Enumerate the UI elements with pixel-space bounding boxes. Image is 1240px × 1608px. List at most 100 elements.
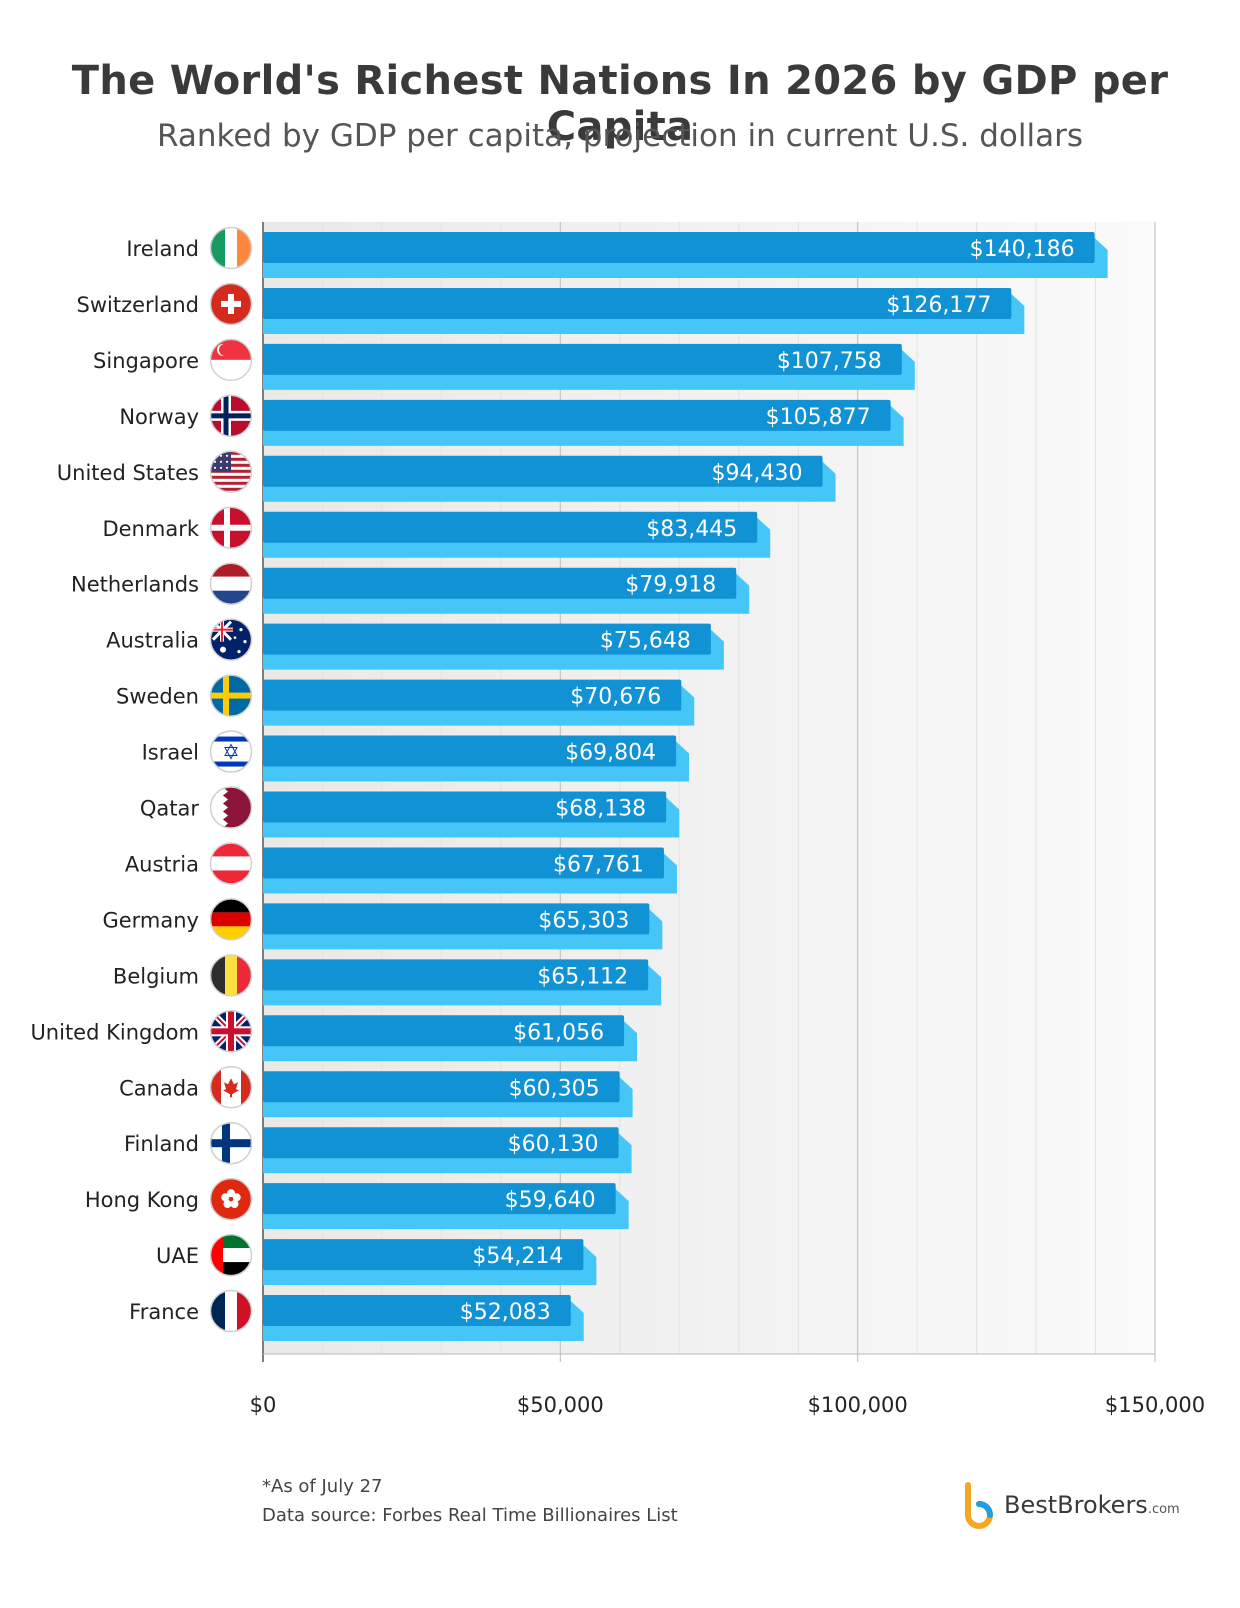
category-label: Australia: [106, 629, 199, 653]
qatar-flag-icon: [209, 786, 253, 829]
chart-title: The World's Richest Nations In 2026 by G…: [71, 58, 1169, 150]
category-label: Israel: [142, 741, 199, 765]
bar: [263, 1239, 584, 1271]
flag-part: [223, 395, 229, 436]
sweden-flag-icon: [209, 674, 253, 717]
flag-part: [211, 487, 251, 491]
bar: [263, 455, 823, 487]
bar-row: $69,804 Israel: [142, 730, 690, 782]
flag-part: [211, 761, 251, 767]
belgium-flag-icon: [209, 954, 253, 997]
bar-value-label: $69,804: [565, 741, 656, 766]
bar-row: $79,918 Netherlands: [71, 562, 750, 614]
flag-part: [211, 692, 251, 699]
flag-border: [209, 1066, 253, 1109]
finland-flag-icon: [209, 1121, 253, 1165]
flag-border: [209, 730, 253, 773]
flag-body: [211, 1011, 251, 1052]
category-label: Denmark: [102, 517, 199, 541]
flag-part: [211, 359, 251, 380]
bestbrokers-logo-icon: [965, 1482, 993, 1529]
flag-border: [209, 450, 253, 494]
x-tick-label: $150,000: [1105, 1393, 1205, 1417]
france-flag-icon: [209, 1289, 253, 1333]
category-label: Canada: [119, 1076, 199, 1100]
flag-part: [225, 460, 229, 463]
flag-part: [227, 1189, 235, 1198]
flag-body: [211, 675, 251, 716]
flag-border: [209, 842, 253, 885]
flag-part: [219, 454, 223, 457]
category-label: United Kingdom: [30, 1020, 199, 1044]
bar: [263, 399, 891, 431]
bar-row: $60,305 Canada: [119, 1066, 633, 1118]
flag-part: [233, 636, 237, 639]
flag-part: [211, 563, 251, 577]
flag-part: [221, 300, 241, 307]
flag-part: [213, 454, 217, 457]
flag-part: [223, 787, 228, 828]
category-label: Qatar: [140, 797, 200, 821]
flag-part: [225, 228, 237, 268]
category-label: Belgium: [113, 964, 199, 988]
bar-row: $52,083 France: [129, 1289, 584, 1342]
category-label: Norway: [119, 405, 199, 429]
bar-value-label: $54,214: [472, 1244, 563, 1269]
flag-part: [211, 926, 251, 940]
flag-body: [211, 955, 251, 996]
bar-value-label: $126,177: [886, 293, 991, 318]
bar-row: $140,186 Ireland: [126, 226, 1108, 278]
category-label: Germany: [102, 908, 199, 932]
flag-border: [209, 786, 253, 829]
flag-part: [221, 1193, 230, 1202]
flag-part: [223, 675, 229, 716]
flag-part: [220, 646, 226, 653]
flag-part: [243, 640, 247, 644]
canada-flag-icon: [209, 1066, 253, 1109]
flag-border: [209, 618, 253, 661]
flag-border: [209, 338, 253, 382]
bar: [263, 623, 711, 655]
x-tick-label: $100,000: [808, 1393, 908, 1417]
bar-row: $105,877 Norway: [119, 394, 904, 446]
footnote-as-of: *As of July 27: [262, 1476, 383, 1497]
bar-row: $68,138 Qatar: [140, 786, 680, 838]
flag-part: [211, 736, 251, 742]
flag-body: [211, 283, 251, 324]
flag-body: [211, 1067, 251, 1108]
flag-part: [229, 1197, 233, 1202]
bar-row: $107,758 Singapore: [93, 338, 915, 390]
flag-body: [211, 787, 251, 828]
united-states-flag-icon: [209, 450, 253, 494]
category-label: Finland: [124, 1132, 199, 1156]
flag-part: [228, 1011, 234, 1052]
uae-flag-icon: [209, 1233, 253, 1277]
bar-row: $126,177 Switzerland: [77, 282, 1025, 334]
category-label: Austria: [125, 852, 199, 876]
flag-body: [211, 1179, 251, 1220]
bar-value-label: $105,877: [766, 405, 871, 430]
bar: [263, 735, 677, 767]
flag-part: [225, 466, 229, 469]
flag-part: [224, 507, 230, 548]
flag-border: [209, 1233, 253, 1277]
bar-row: $61,056 United Kingdom: [30, 1010, 638, 1062]
flag-body: [211, 899, 251, 940]
flag-part: [237, 1291, 251, 1332]
flag-part: [219, 343, 231, 356]
flag-body: [211, 1291, 251, 1332]
bar-value-label: $65,303: [538, 908, 629, 933]
flag-body: [211, 451, 251, 491]
flag-body: [211, 843, 251, 884]
bar-row: $70,676 Sweden: [116, 674, 695, 726]
category-label: Singapore: [93, 349, 199, 373]
flag-part: [211, 787, 223, 828]
category-label: Netherlands: [71, 573, 199, 597]
category-label: UAE: [156, 1244, 199, 1268]
flag-part: [225, 955, 237, 996]
x-tick-label: $50,000: [517, 1393, 604, 1417]
flag-part: [211, 1067, 221, 1108]
bar-row: $83,445 Denmark: [102, 506, 771, 558]
bar-row: $94,430 United States: [57, 450, 836, 502]
